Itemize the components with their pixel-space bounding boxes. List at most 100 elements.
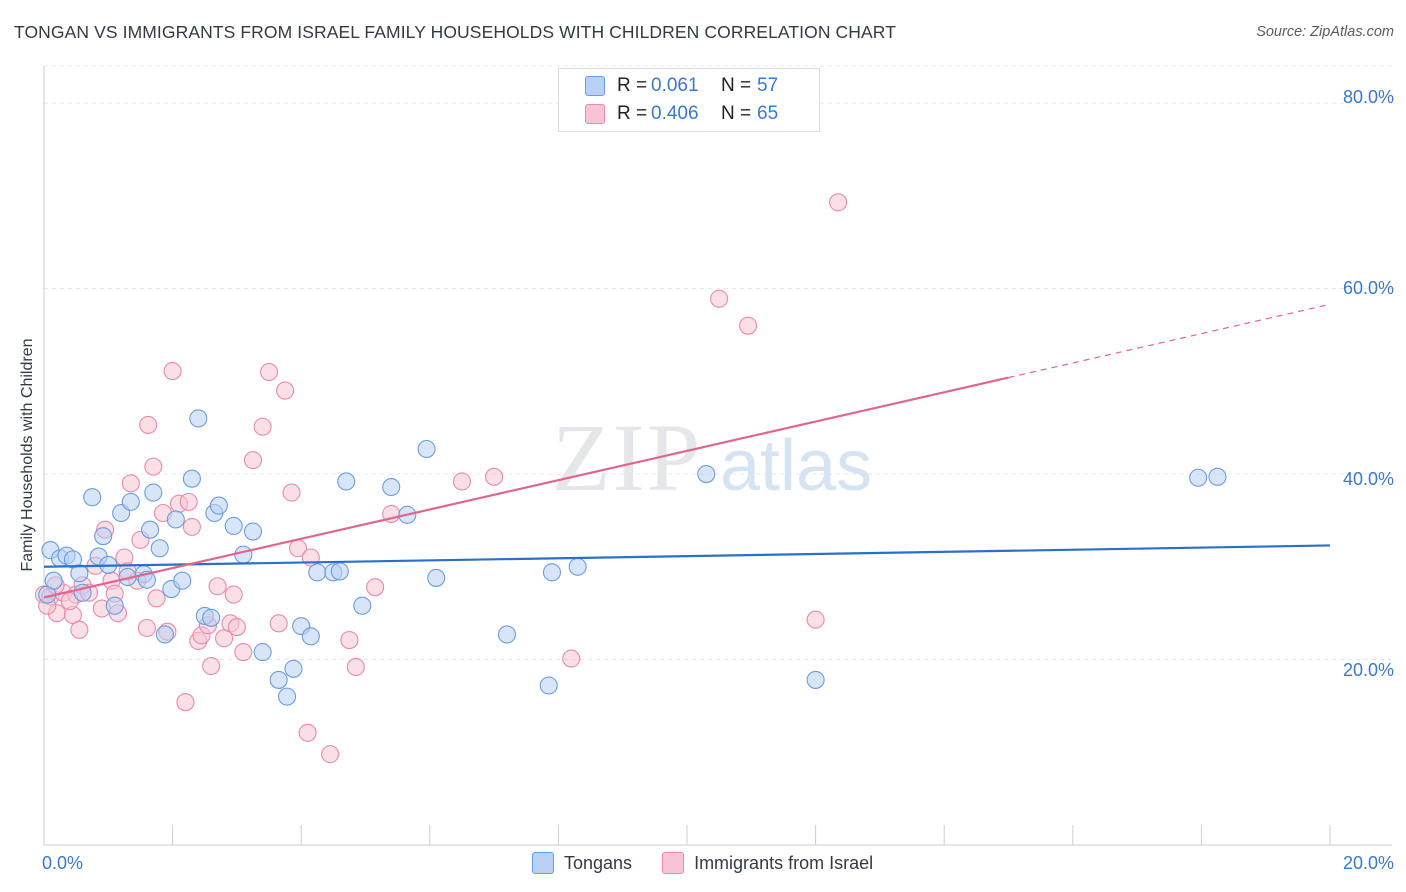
- legend-row-tongans: R = 0.061 N = 57: [585, 75, 778, 97]
- bottom-legend-label-israel: Immigrants from Israel: [694, 852, 874, 873]
- x-tick-label-min: 0.0%: [42, 853, 84, 873]
- tongans-point: [1208, 467, 1227, 486]
- legend-n-label: N =: [721, 75, 752, 96]
- legend-row-israel: R = 0.406 N = 65: [585, 103, 778, 125]
- tongans-point: [497, 625, 517, 644]
- tongans-point: [144, 483, 163, 502]
- tongans-point: [382, 477, 401, 497]
- legend-r-value: 0.406: [651, 103, 699, 124]
- bottom-legend-swatch-israel: [662, 852, 685, 874]
- gridlines: [44, 65, 1392, 661]
- tongans-point: [182, 469, 201, 488]
- tongans-point: [330, 562, 349, 581]
- tongans-point: [337, 472, 356, 491]
- tongans-point: [308, 563, 327, 582]
- tongans-point: [166, 510, 185, 529]
- bottom-legend-israel[interactable]: Immigrants from Israel: [662, 852, 873, 874]
- tongans-point: [155, 625, 174, 644]
- tongans-point: [224, 516, 243, 536]
- legend-r-label: R =: [617, 75, 648, 96]
- tongans-point: [141, 520, 160, 539]
- tongans-point: [269, 670, 288, 689]
- tongans-point: [539, 676, 558, 695]
- israel-point: [346, 657, 365, 676]
- tongans-point: [568, 557, 587, 576]
- tongans-point: [105, 596, 124, 615]
- trend-line-israel: [43, 376, 1009, 599]
- legend-swatch-israel: [585, 104, 605, 124]
- israel-point: [224, 585, 243, 604]
- bottom-legend-tongans[interactable]: Tongans: [532, 852, 632, 874]
- y-tick-label-60: 60.0%: [1342, 278, 1394, 298]
- israel-point: [485, 467, 504, 486]
- y-tick-label-40: 40.0%: [1342, 469, 1394, 489]
- tongans-point: [417, 439, 436, 459]
- legend-n-value: 65: [757, 103, 779, 124]
- bottom-legend: Tongans Immigrants from Israel: [532, 852, 903, 874]
- israel-point: [139, 415, 158, 434]
- israel-point: [340, 630, 359, 650]
- tongans-point: [301, 627, 320, 646]
- tongans-point: [234, 545, 253, 564]
- israel-point: [176, 693, 195, 712]
- tongans-point: [44, 571, 63, 590]
- israel-point: [202, 656, 221, 676]
- israel-point: [321, 745, 340, 764]
- tongans-point: [278, 687, 297, 706]
- israel-point: [234, 643, 253, 662]
- israel-point: [70, 620, 89, 639]
- trend-lines: [43, 303, 1331, 599]
- axes: [43, 66, 1392, 846]
- series-immigrants-from-israel: [34, 193, 848, 764]
- israel-point: [227, 618, 246, 637]
- trend-line-israel-extrapolated: [1008, 303, 1331, 379]
- israel-point: [562, 649, 581, 668]
- tongans-point: [150, 539, 169, 558]
- legend-swatch-tongans: [585, 76, 605, 96]
- trend-line-tongans: [43, 544, 1331, 568]
- tongans-point: [253, 643, 272, 662]
- y-tick-label-80: 80.0%: [1342, 87, 1394, 107]
- source-label: Source: ZipAtlas.com: [1256, 24, 1394, 40]
- watermark-atlas: atlas: [720, 426, 872, 506]
- tongans-point: [121, 492, 140, 511]
- tongans-point: [189, 409, 208, 428]
- tongans-point: [202, 608, 221, 627]
- israel-point: [253, 417, 272, 436]
- israel-point: [182, 517, 201, 536]
- legend-n-value: 57: [757, 75, 779, 96]
- tongans-point: [427, 568, 446, 587]
- legend-r-value: 0.061: [651, 75, 699, 96]
- israel-point: [163, 362, 182, 381]
- israel-point: [829, 193, 848, 212]
- israel-point: [710, 289, 729, 308]
- tongans-point: [209, 496, 228, 515]
- tongans-point: [1189, 468, 1208, 487]
- israel-point: [137, 618, 156, 638]
- series-tongans: [38, 409, 1227, 706]
- bottom-legend-swatch-tongans: [532, 852, 554, 874]
- y-tick-label-20: 20.0%: [1342, 660, 1394, 680]
- israel-point: [121, 474, 140, 493]
- israel-point: [366, 578, 385, 597]
- tongans-point: [353, 596, 372, 615]
- legend-r-label: R =: [617, 103, 648, 124]
- tongans-point: [83, 488, 102, 507]
- legend: R = 0.061 N = 57 R = 0.406 N = 65: [558, 68, 820, 132]
- x-tick-label-max: 20.0%: [1342, 853, 1394, 873]
- tongans-point: [697, 464, 716, 484]
- israel-point: [452, 472, 472, 491]
- tongans-point: [173, 571, 192, 590]
- tongans-point: [542, 563, 562, 582]
- israel-point: [282, 483, 301, 502]
- israel-point: [806, 610, 825, 629]
- israel-point: [208, 577, 227, 596]
- israel-point: [269, 614, 288, 633]
- tongans-point: [806, 670, 825, 689]
- bottom-legend-label-tongans: Tongans: [564, 852, 633, 873]
- watermark: ZIP atlas: [552, 404, 872, 511]
- legend-n-label: N =: [721, 103, 752, 124]
- israel-point: [276, 381, 295, 400]
- tongans-point: [284, 659, 303, 678]
- tongans-point: [70, 564, 89, 583]
